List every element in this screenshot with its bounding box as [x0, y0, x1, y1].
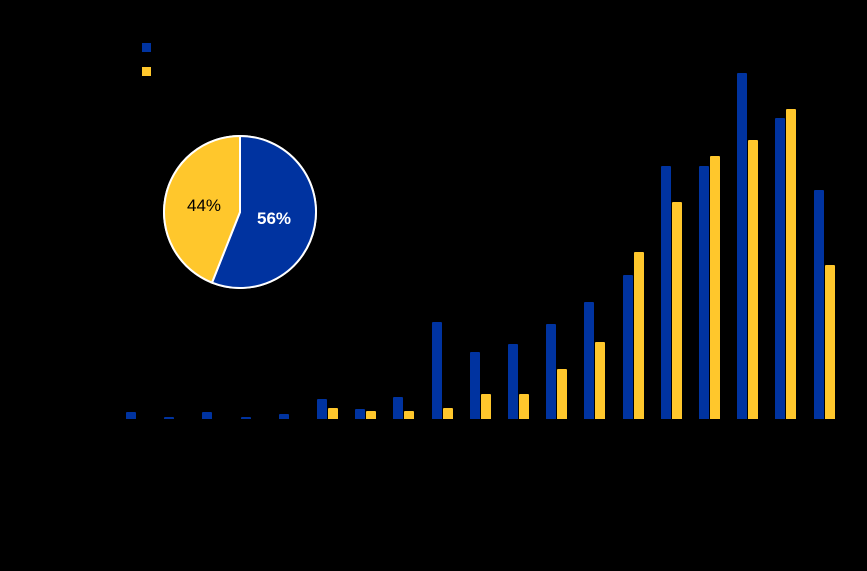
bar-series-1-group-11	[508, 344, 518, 419]
bar-series-1-group-9	[431, 322, 442, 419]
bar-series-2-group-19	[824, 265, 835, 419]
bar-series-1-group-15	[660, 166, 671, 419]
bar-series-1-group-3	[202, 412, 213, 419]
bar-series-2-group-7	[366, 411, 377, 419]
bar-series-1-group-10	[469, 352, 480, 419]
bar-series-1-group-1	[126, 412, 136, 419]
pie-label-blue: 56%	[257, 209, 292, 228]
bar-series-1-group-6	[317, 399, 327, 419]
pie-label-yellow: 44%	[187, 196, 222, 215]
bar-series-2-group-10	[480, 394, 491, 419]
bar-series-2-group-11	[519, 394, 529, 419]
bar-series-1-group-4	[240, 417, 251, 419]
bar-series-1-group-17	[737, 73, 748, 419]
bar-series-2-group-14	[633, 252, 644, 419]
pie-slice-yellow	[163, 134, 241, 284]
bar-series-2-group-6	[328, 408, 338, 419]
bar-series-1-group-7	[355, 409, 366, 419]
pie-slice-blue	[210, 134, 317, 289]
bar-series-1-group-12	[546, 324, 557, 419]
bar-series-2-group-17	[748, 140, 759, 419]
bar-series-1-group-19	[813, 190, 824, 419]
bar-series-2-group-9	[442, 408, 453, 419]
pie-chart	[163, 134, 317, 289]
bar-series-1-group-13	[584, 302, 595, 419]
bar-series-1-group-8	[393, 397, 404, 419]
bar-series-2-group-8	[404, 411, 415, 419]
bar-series-2-group-18	[786, 109, 797, 419]
bar-series-1-group-16	[699, 166, 709, 419]
legend-swatch-series-1	[142, 43, 151, 52]
bar-series-1-group-18	[775, 118, 786, 419]
bar-series-2-group-13	[595, 342, 606, 419]
bar-series-2-group-15	[671, 202, 682, 419]
bar-series-1-group-2	[164, 417, 175, 419]
bar-plot-area	[120, 40, 840, 419]
bar-series-2-group-12	[557, 369, 568, 419]
bar-series-2-group-16	[710, 156, 720, 419]
bar-series-1-group-5	[278, 414, 289, 419]
bar-series-1-group-14	[622, 275, 633, 419]
legend-swatch-series-2	[142, 67, 151, 76]
